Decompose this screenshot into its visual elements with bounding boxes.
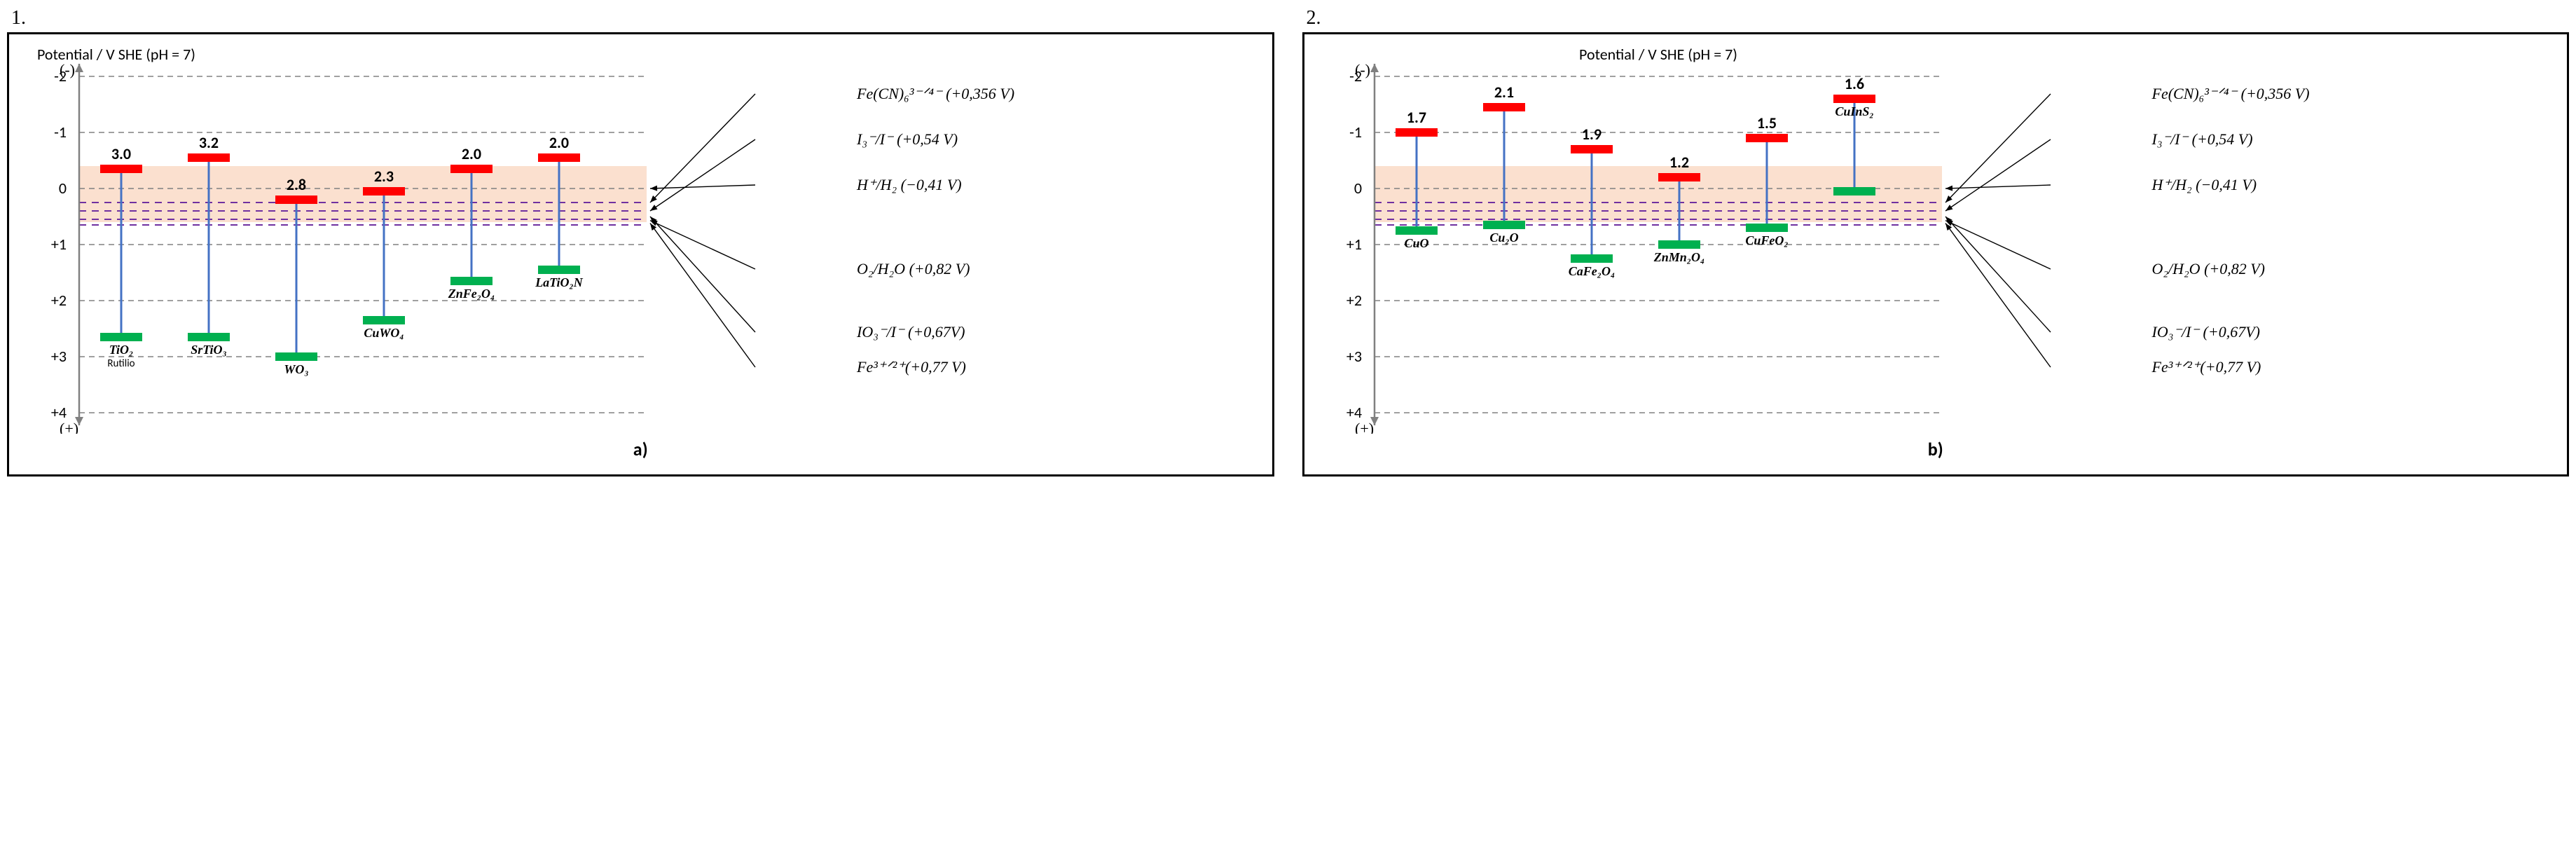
redox-couple-label: I₃⁻/I⁻ (+0,54 V) xyxy=(2152,130,2253,149)
annotation-arrow xyxy=(650,94,755,203)
material-label: Cu₂O xyxy=(1489,231,1518,245)
redox-couple-label: O₂/H₂O (+0,82 V) xyxy=(857,260,970,278)
conduction-band-bar xyxy=(450,165,493,173)
bandgap-value: 1.9 xyxy=(1581,125,1601,144)
conduction-band-bar xyxy=(1833,95,1875,103)
annotation-arrow xyxy=(1945,217,2051,332)
conduction-band-bar xyxy=(1571,145,1613,153)
annotation-arrow xyxy=(1945,94,2051,203)
material-label: CuInS₂ xyxy=(1835,104,1873,118)
y-tick-label: +3 xyxy=(51,347,67,366)
conduction-band-bar xyxy=(1483,103,1525,111)
y-tick-label: +2 xyxy=(51,291,67,310)
bandgap-value: 3.2 xyxy=(199,133,219,152)
y-tick-label: +4 xyxy=(51,403,67,422)
conduction-band-bar xyxy=(1658,173,1700,181)
panel-frame: -2-10+1+2+3+4(-)(+)Potential / V SHE (pH… xyxy=(1302,32,2570,476)
valence-band-bar xyxy=(363,316,405,324)
axis-title: Potential / V SHE (pH = 7) xyxy=(37,45,195,64)
conduction-band-bar xyxy=(275,196,317,204)
conduction-band-bar xyxy=(100,165,142,173)
redox-couple-label: H⁺/H₂ (−0,41 V) xyxy=(857,176,962,194)
material-label: CuWO₄ xyxy=(364,326,404,340)
annotation-arrow xyxy=(650,217,755,332)
y-tick-label: -1 xyxy=(54,123,67,142)
material-label: CaFe₂O₄ xyxy=(1568,264,1615,278)
valence-band-bar xyxy=(1658,240,1700,249)
valence-band-bar xyxy=(1571,254,1613,263)
conduction-band-bar xyxy=(363,187,405,196)
bandgap-value: 2.3 xyxy=(374,167,394,186)
conduction-band-bar xyxy=(538,153,580,162)
redox-couple-label: Fe³⁺ᐟ²⁺(+0,77 V) xyxy=(2152,358,2261,376)
redox-couple-label: Fe(CN)₆³⁻ᐟ⁴⁻ (+0,356 V) xyxy=(2152,85,2310,103)
bandgap-value: 2.0 xyxy=(462,144,481,163)
valence-band-bar xyxy=(275,352,317,361)
bandgap-value: 2.8 xyxy=(287,175,306,194)
redox-couple-label: H⁺/H₂ (−0,41 V) xyxy=(2152,176,2257,194)
material-sublabel: Rutilio xyxy=(107,357,135,370)
annotation-arrowhead xyxy=(1943,205,1952,213)
sign-top: (-) xyxy=(1355,61,1370,78)
redox-couple-label: IO₃⁻/I⁻ (+0,67V) xyxy=(857,323,965,341)
material-label: CuFeO₂ xyxy=(1745,233,1788,247)
redox-couple-label: Fe(CN)₆³⁻ᐟ⁴⁻ (+0,356 V) xyxy=(857,85,1014,103)
y-tick-label: +1 xyxy=(51,235,67,254)
annotation-arrowhead xyxy=(650,186,657,191)
valence-band-bar xyxy=(188,333,230,341)
redox-couple-label: Fe³⁺ᐟ²⁺(+0,77 V) xyxy=(857,358,966,376)
conduction-band-bar xyxy=(188,153,230,162)
material-label: CuO xyxy=(1404,236,1428,250)
annotation-arrow xyxy=(1945,139,2051,211)
material-label: SrTiO₃ xyxy=(191,343,227,357)
band-diagram: -2-10+1+2+3+4(-)(+)Potential / V SHE (pH… xyxy=(16,41,759,434)
y-tick-label: 0 xyxy=(1354,179,1361,198)
bandgap-value: 2.1 xyxy=(1494,83,1513,102)
redox-couple-label: I₃⁻/I⁻ (+0,54 V) xyxy=(857,130,958,149)
panel-caption: b) xyxy=(1311,438,2561,460)
valence-band-bar xyxy=(1833,187,1875,196)
material-label: LaTiO₂N xyxy=(535,275,584,289)
y-tick-label: +1 xyxy=(1346,235,1361,254)
band-diagram: -2-10+1+2+3+4(-)(+)Potential / V SHE (pH… xyxy=(1311,41,2054,434)
redox-couple-label: O₂/H₂O (+0,82 V) xyxy=(2152,260,2266,278)
bandgap-value: 2.0 xyxy=(549,133,569,152)
conduction-band-bar xyxy=(1746,134,1788,142)
annotation-arrow xyxy=(650,139,755,211)
valence-band-bar xyxy=(1483,221,1525,229)
y-tick-label: +2 xyxy=(1346,291,1361,310)
panel-frame: -2-10+1+2+3+4(-)(+)Potential / V SHE (pH… xyxy=(7,32,1274,476)
material-label: TiO₂ xyxy=(109,343,134,357)
redox-couple-label: IO₃⁻/I⁻ (+0,67V) xyxy=(2152,323,2260,341)
valence-band-bar xyxy=(450,277,493,285)
bandgap-value: 1.6 xyxy=(1844,74,1864,93)
valence-band-bar xyxy=(1396,226,1438,235)
sign-bottom: (+) xyxy=(1355,420,1374,434)
valence-band-bar xyxy=(100,333,142,341)
valence-band-bar xyxy=(1746,224,1788,232)
panel-number: 2. xyxy=(1307,7,2570,29)
sign-bottom: (+) xyxy=(60,420,78,434)
panel-caption: a) xyxy=(16,438,1265,460)
material-label: ZnMn₂O₄ xyxy=(1653,250,1704,264)
y-tick-label: 0 xyxy=(59,179,67,198)
material-label: ZnFe₂O₄ xyxy=(448,287,495,301)
material-label: WO₃ xyxy=(284,362,308,376)
conduction-band-bar xyxy=(1396,128,1438,137)
y-tick-label: +4 xyxy=(1346,403,1361,422)
bandgap-value: 1.5 xyxy=(1756,114,1776,132)
bandgap-value: 1.2 xyxy=(1669,153,1688,172)
bandgap-value: 1.7 xyxy=(1406,108,1426,127)
y-tick-label: +3 xyxy=(1346,347,1361,366)
annotation-arrowhead xyxy=(649,205,658,213)
y-tick-label: -1 xyxy=(1349,123,1362,142)
valence-band-bar xyxy=(538,266,580,274)
panel-number: 1. xyxy=(11,7,1274,29)
annotation-arrowhead xyxy=(1945,186,1952,191)
bandgap-value: 3.0 xyxy=(111,144,131,163)
axis-title: Potential / V SHE (pH = 7) xyxy=(1579,45,1737,64)
